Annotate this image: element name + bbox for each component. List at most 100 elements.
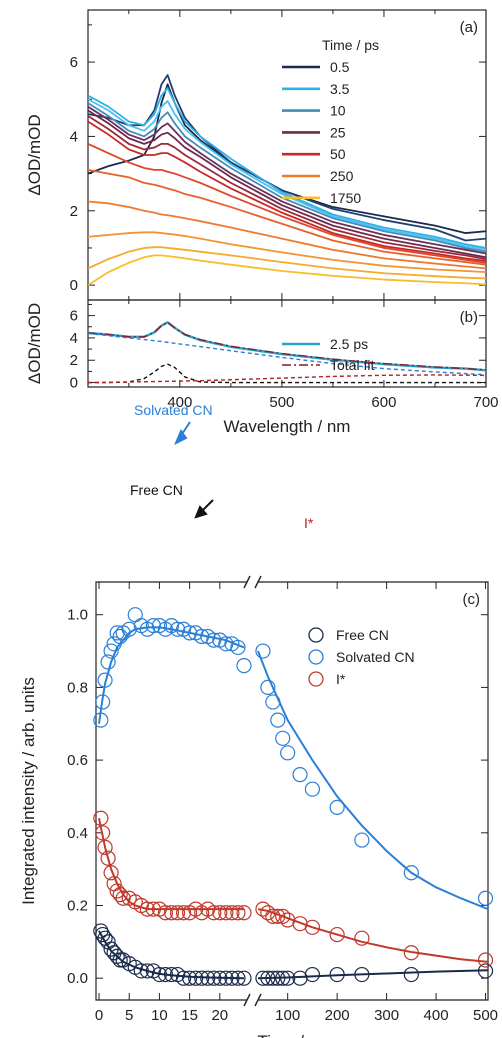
data-point-solvated-cn (145, 618, 161, 634)
y-tick-label: 4 (70, 128, 78, 145)
data-point-free-cn (93, 923, 109, 939)
data-point-free-cn (175, 970, 192, 986)
plot-frame-right (258, 581, 489, 1001)
data-point-solvated-cn (169, 621, 186, 637)
data-point-free-cn (304, 966, 321, 983)
x-tick-label: 20 (211, 1007, 228, 1024)
data-point-i-star (95, 825, 111, 841)
data-point-solvated-cn (206, 632, 222, 648)
panel-a: 0 2 4 6 ΔOD/mOD (a) Time / ps 0.5 3.5 10 25 50 250 17… (25, 9, 487, 301)
data-point-free-cn (212, 970, 228, 986)
x-tick-label: 400 (424, 1007, 449, 1024)
legend-label: 3.5 (330, 81, 350, 97)
data-point-solvated-cn (127, 607, 143, 623)
data-point-free-cn (260, 970, 276, 986)
y-tick-label: 0.8 (67, 679, 88, 696)
data-point-i-star (255, 901, 271, 917)
y-tick-label: 6 (70, 54, 78, 71)
y-tick-label: 2 (70, 203, 78, 220)
legend-label: 1750 (330, 190, 361, 206)
series-line-unlabeled-9 (88, 143, 486, 264)
series-line-unlabeled-10 (88, 168, 486, 266)
data-point-solvated-cn (100, 654, 116, 670)
x-tick-label: 5 (125, 1007, 133, 1024)
panel-b: 0 2 4 6 400 500 600 700 Wavelength / nm ΔOD/mOD (b… (25, 299, 499, 531)
series-line-unlabeled-13 (88, 246, 486, 280)
data-point-free-cn (182, 970, 198, 986)
data-point-i-star (260, 905, 276, 921)
data-point-solvated-cn (304, 781, 321, 797)
data-point-solvated-cn (93, 712, 109, 728)
series-line-unlabeled-7 (88, 115, 486, 260)
x-tick-label: 700 (473, 394, 498, 411)
x-tick-label: 100 (275, 1007, 300, 1024)
data-point-solvated-cn (275, 730, 291, 746)
data-point-solvated-cn (121, 621, 137, 637)
axis-break-mark (243, 575, 251, 589)
data-point-solvated-cn (218, 636, 234, 652)
y-tick-label: 0.4 (67, 825, 88, 842)
data-point-free-cn (194, 970, 210, 986)
y-tick-label: 0.6 (67, 752, 88, 769)
data-point-i-star (93, 810, 109, 826)
data-point-i-star (224, 905, 240, 921)
series-line-3.5 (88, 87, 486, 249)
series-line-10 (88, 102, 486, 253)
data-point-free-cn (275, 970, 291, 986)
y-axis-label: Integrated intensity / arb. units (19, 677, 38, 905)
data-point-i-star (169, 905, 186, 921)
series-line-unlabeled-5 (88, 105, 486, 255)
data-point-free-cn (133, 963, 149, 979)
data-point-i-star (175, 905, 192, 921)
data-point-i-star (163, 905, 180, 921)
data-point-i-star (236, 905, 252, 921)
data-point-free-cn (280, 970, 296, 986)
data-point-solvated-cn (280, 745, 296, 761)
series-line-unlabeled-4 (88, 374, 486, 384)
series-line-50 (88, 120, 486, 262)
y-tick-label: 6 (70, 308, 78, 325)
data-point-i-star (270, 908, 286, 925)
x-tick-label: 300 (374, 1007, 399, 1024)
series-line-2.5-ps (88, 321, 486, 372)
axis-break-mark (254, 993, 262, 1007)
data-point-i-star (157, 905, 174, 921)
series-line-unlabeled-1 (88, 74, 486, 242)
data-point-solvated-cn (95, 694, 111, 710)
data-point-free-cn (329, 966, 345, 983)
series-line-1750 (88, 254, 486, 286)
y-axis-label: ΔOD/mOD (25, 114, 44, 195)
data-point-solvated-cn (260, 679, 276, 696)
legend-label: 250 (330, 168, 354, 184)
x-axis-label: Wavelength / nm (224, 417, 351, 436)
annotation-arrow-free-cn (194, 499, 214, 519)
data-point-solvated-cn (270, 712, 286, 728)
x-tick-label: 0 (95, 1007, 103, 1024)
data-point-i-star (115, 890, 131, 906)
data-point-solvated-cn (182, 625, 198, 641)
data-point-i-star (354, 930, 370, 946)
data-point-i-star (403, 945, 419, 961)
legend-label: Total fit (330, 357, 374, 373)
series-line-total-fit (88, 321, 486, 371)
data-point-solvated-cn (109, 625, 125, 641)
legend-marker (308, 671, 324, 687)
data-point-i-star (212, 905, 228, 921)
data-point-solvated-cn (230, 639, 246, 656)
panel-label: (a) (460, 19, 478, 36)
legend-label: Solvated CN (336, 649, 415, 665)
fit-line-i-star (98, 818, 244, 911)
y-tick-label: 2 (70, 352, 78, 369)
x-tick-label: 200 (325, 1007, 350, 1024)
data-point-free-cn (218, 970, 234, 986)
data-point-solvated-cn (265, 694, 281, 710)
legend-label: 25 (330, 124, 346, 140)
data-point-free-cn (151, 966, 168, 983)
data-point-solvated-cn (477, 890, 494, 906)
legend-label: Free CN (336, 627, 389, 643)
x-tick-label: 10 (151, 1007, 168, 1024)
data-point-free-cn (230, 970, 246, 986)
fit-line-free-cn (257, 969, 489, 980)
data-point-solvated-cn (354, 832, 370, 848)
data-point-i-star (103, 865, 119, 881)
